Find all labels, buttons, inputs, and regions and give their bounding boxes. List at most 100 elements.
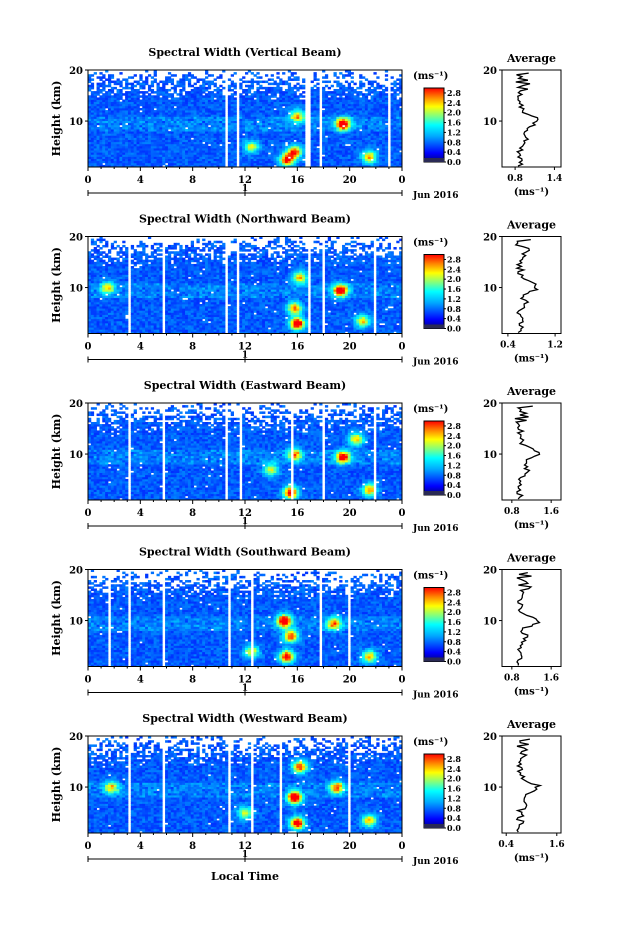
y-tick-label: 10 — [69, 117, 83, 128]
heatmap-cell — [262, 162, 266, 166]
heatmap-cell — [156, 97, 160, 100]
heatmap-cell — [316, 143, 320, 147]
heatmap-cell — [139, 76, 143, 79]
heatmap-cell — [296, 86, 300, 90]
heatmap-cell — [196, 116, 200, 119]
heatmap-cell — [210, 135, 214, 138]
heatmap-cell — [299, 131, 303, 134]
heatmap-cell — [302, 141, 306, 145]
heatmap-cell — [93, 141, 97, 145]
heatmap-cell — [159, 118, 163, 122]
heatmap-cell — [136, 152, 140, 155]
heatmap-cell — [187, 99, 192, 103]
heatmap-cell — [270, 105, 274, 109]
heatmap-cell — [310, 103, 314, 107]
heatmap-cell — [90, 145, 95, 149]
heatmap-cell — [230, 101, 234, 105]
heatmap-cell — [239, 145, 243, 149]
heatmap-cell — [113, 118, 117, 122]
heatmap-cell — [239, 78, 243, 81]
heatmap-cell — [253, 107, 257, 111]
heatmap-cell — [122, 154, 126, 157]
heatmap-cell — [259, 84, 263, 88]
heatmap-cell — [290, 110, 294, 113]
heatmap-cell — [96, 88, 100, 92]
heatmap-cell — [353, 82, 357, 86]
heatmap-cell — [133, 156, 137, 159]
heatmap-cell — [239, 116, 243, 119]
heatmap-cell — [270, 112, 274, 115]
heatmap-cell — [196, 124, 200, 128]
heatmap-cell — [256, 88, 260, 92]
heatmap-cell — [170, 141, 175, 145]
heatmap-cell — [205, 93, 209, 96]
heatmap-cell — [262, 122, 266, 126]
heatmap-cell — [187, 82, 192, 86]
heatmap-cell — [99, 91, 103, 94]
average-title: Average — [506, 52, 556, 65]
heatmap-cell — [185, 91, 189, 94]
heatmap-cell — [147, 162, 152, 166]
heatmap-cell — [276, 101, 280, 105]
heatmap-cell — [222, 99, 226, 103]
heatmap-cell — [96, 101, 100, 105]
heatmap-cell — [147, 263, 152, 267]
heatmap-cell — [127, 129, 132, 132]
heatmap-cell — [156, 143, 160, 147]
heatmap-cell — [165, 99, 169, 103]
heatmap-cell — [159, 133, 163, 136]
heatmap-cell — [156, 133, 160, 136]
heatmap-cell — [210, 148, 214, 151]
heatmap-cell — [105, 152, 109, 155]
heatmap-cell — [267, 97, 272, 100]
heatmap-cell — [222, 152, 226, 155]
heatmap-cell — [156, 91, 160, 94]
heatmap-cell — [125, 318, 129, 322]
heatmap-cell — [264, 141, 269, 145]
heatmap-cell — [316, 116, 320, 119]
heatmap-cell — [324, 120, 329, 124]
heatmap-cell — [167, 76, 172, 79]
heatmap-cell — [273, 158, 277, 162]
heatmap-cell — [162, 99, 166, 103]
heatmap-cell — [170, 93, 175, 96]
heatmap-cell — [316, 101, 320, 105]
heatmap-cell — [267, 91, 272, 94]
heatmap-cell — [324, 74, 329, 77]
heatmap-cell — [219, 107, 223, 111]
heatmap-cell — [190, 124, 195, 128]
heatmap-cell — [253, 131, 257, 134]
heatmap-cell — [145, 107, 149, 111]
heatmap-cell — [299, 110, 303, 113]
heatmap-cell — [350, 80, 354, 84]
heatmap-cell — [222, 156, 226, 159]
heatmap-cell — [310, 162, 314, 166]
heatmap-cell — [313, 126, 317, 130]
heatmap-cell — [324, 84, 329, 88]
heatmap-cell — [359, 80, 363, 84]
heatmap-cell — [245, 114, 249, 117]
heatmap-cell — [273, 91, 277, 94]
heatmap-cell — [173, 116, 177, 119]
heatmap-cell — [193, 124, 197, 128]
heatmap-cell — [127, 135, 132, 138]
heatmap-cell — [202, 78, 206, 81]
heatmap-cell — [107, 101, 112, 105]
heatmap-cell — [276, 141, 280, 145]
heatmap-cell — [270, 141, 274, 145]
heatmap-cell — [102, 152, 106, 155]
heatmap-cell — [156, 103, 160, 107]
heatmap-cell — [322, 160, 326, 164]
heatmap-cell — [113, 99, 117, 103]
heatmap-cell — [185, 156, 189, 159]
heatmap-cell — [256, 154, 260, 157]
heatmap-cell — [147, 154, 152, 157]
heatmap-cell — [207, 131, 212, 134]
heatmap-cell — [99, 78, 103, 81]
heatmap-cell — [276, 112, 280, 115]
heatmap-cell — [196, 135, 200, 138]
heatmap-cell — [110, 156, 115, 159]
heatmap-cell — [262, 135, 266, 138]
heatmap-cell — [247, 156, 252, 159]
heatmap-cell — [227, 152, 232, 155]
